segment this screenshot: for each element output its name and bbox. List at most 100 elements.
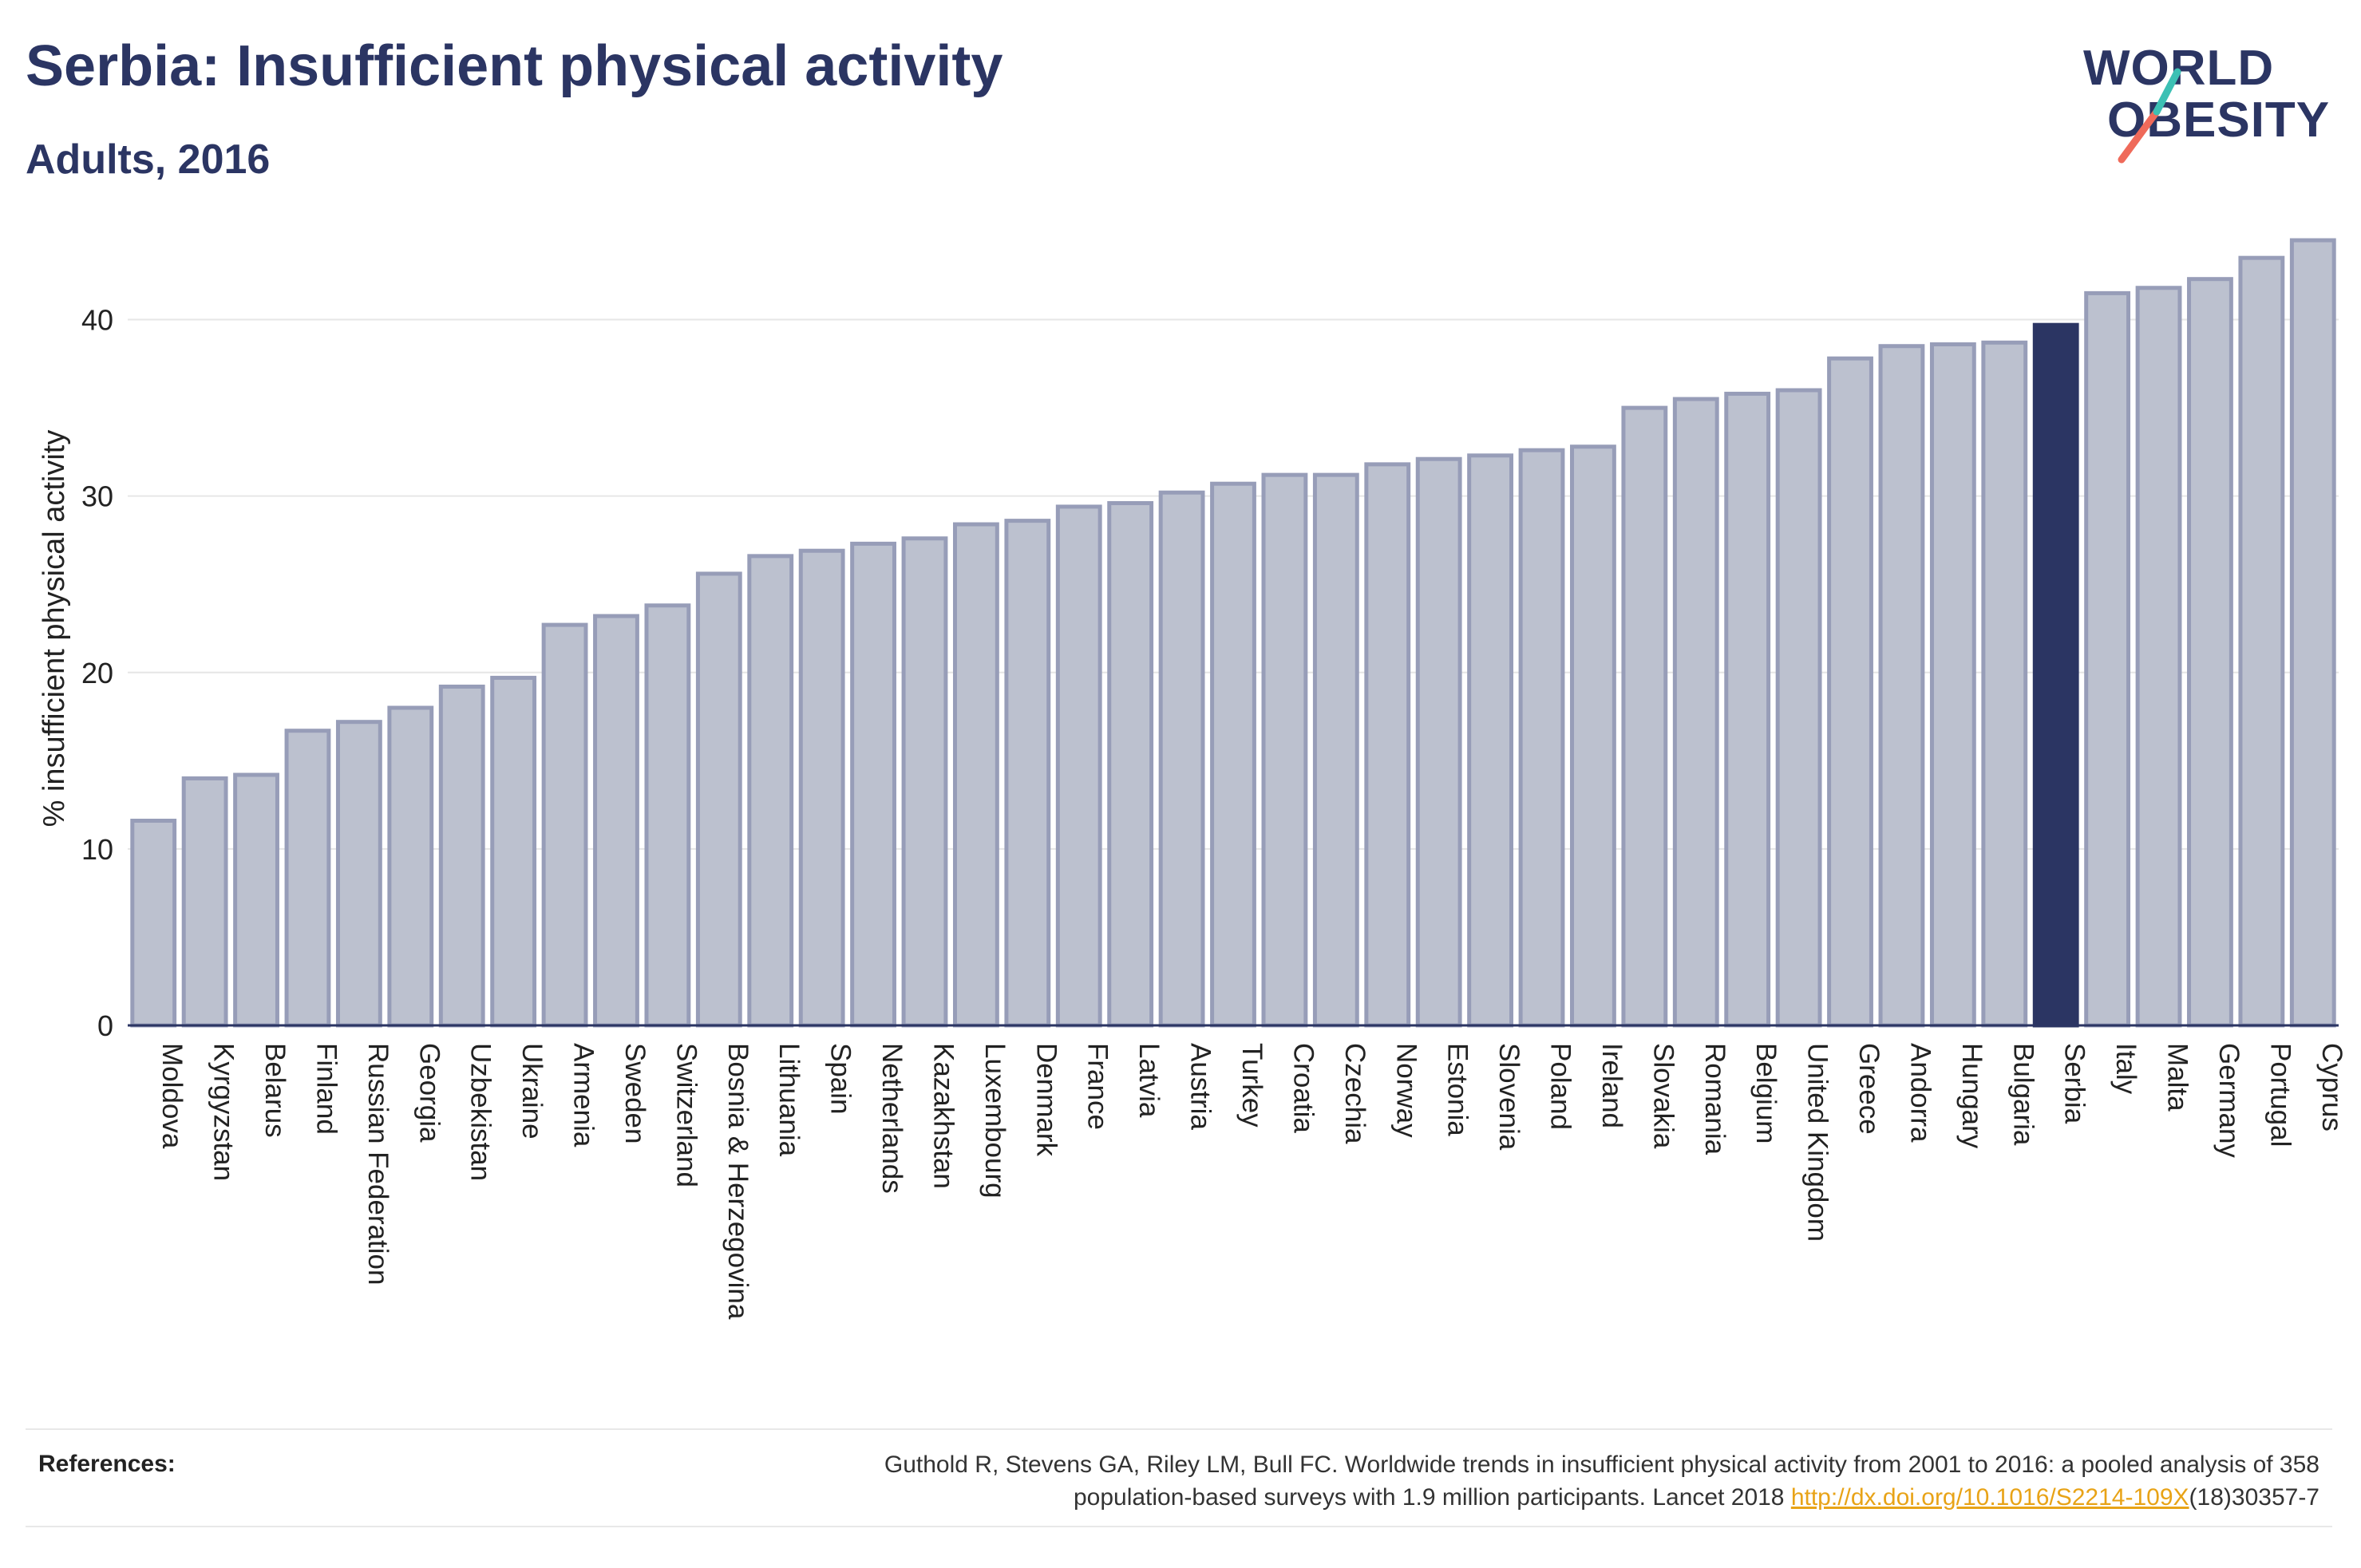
bar-latvia [1107,501,1154,1028]
bar-chart: 0 10 20 30 40 Moldova Kyrgyzstan Belarus Finland… [38,238,2347,1320]
page-subtitle: Adults, 2016 [26,136,271,183]
x-tick-label: Italy [2110,1043,2142,1095]
bar-armenia [541,622,588,1028]
doi-link[interactable]: http://dx.doi.org/10.1016/S2214-109X [1790,1483,2189,1511]
bar-austria [1158,490,1205,1028]
references-text: Guthold R, Stevens GA, Riley LM, Bull FC… [484,1449,2319,1514]
bar-czechia [1312,472,1359,1028]
x-tick-label: Slovenia [1493,1043,1525,1151]
x-tick-label: Finland [310,1043,342,1135]
y-tick-label: 10 [81,833,113,866]
x-tick-label: Ireland [1596,1043,1627,1128]
x-tick-label: Moldova [156,1043,188,1149]
logo-line-1: WORLD [2083,41,2275,96]
bar-germany [2187,277,2233,1028]
x-tick-label: Croatia [1287,1043,1319,1133]
x-tick-label: Lithuania [773,1043,805,1157]
bar-russian-federation [335,720,382,1028]
bar-malta [2135,286,2182,1028]
bar-ukraine [490,675,537,1028]
x-tick-label: Slovakia [1647,1043,1679,1149]
x-tick-label: Turkey [1236,1043,1268,1128]
x-tick-label: Denmark [1030,1043,1062,1156]
x-tick-label: Germany [2213,1043,2244,1158]
x-tick-label: Portugal [2264,1043,2296,1147]
logo-line-2: OBESITY [2107,93,2331,148]
bar-bulgaria [1981,340,2028,1028]
x-tick-label: United Kingdom [1802,1043,1833,1242]
x-tick-label: Uzbekistan [465,1043,496,1181]
x-tick-label: Cyprus [2316,1043,2347,1132]
bar-bosnia-herzegovina [695,571,742,1028]
bar-france [1055,504,1102,1028]
x-tick-label: Sweden [619,1043,651,1143]
bar-portugal [2238,255,2285,1028]
x-tick-label: Poland [1545,1043,1576,1130]
x-tick-label: France [1082,1043,1113,1130]
x-tick-label: Russian Federation [362,1043,394,1286]
x-tick-label: Hungary [1956,1043,1987,1149]
bar-luxembourg [952,522,999,1028]
bar-norway [1364,462,1411,1028]
y-tick-label: 30 [81,480,113,513]
bar-georgia [387,705,434,1028]
bar-romania [1672,397,1719,1028]
bar-kazakhstan [901,536,948,1028]
x-tick-label: Latvia [1133,1043,1165,1118]
x-tick-label: Netherlands [876,1043,908,1194]
bar-spain [798,548,845,1028]
x-tick-label: Belarus [259,1043,291,1138]
bar-belarus [233,772,279,1028]
bar-croatia [1261,472,1308,1028]
x-tick-label: Luxembourg [979,1043,1010,1199]
bar-united-kingdom [1775,388,1822,1028]
x-tick-label: Bosnia & Herzegovina [722,1043,753,1320]
x-tick-label: Kyrgyzstan [208,1043,239,1181]
reference-line-2-suffix: (18)30357-7 [2189,1483,2319,1511]
x-tick-label: Romania [1699,1043,1730,1155]
x-tick-label: Andorra [1904,1043,1936,1143]
bar-sweden [593,614,639,1028]
x-tick-label: Belgium [1750,1043,1782,1143]
bar-switzerland [644,603,691,1028]
x-tick-label: Malta [2162,1043,2193,1112]
bar-slovakia [1621,405,1668,1028]
x-tick-label: Armenia [568,1043,599,1147]
page-title: Serbia: Insufficient physical activity [26,34,1003,98]
x-tick-label: Czechia [1339,1043,1370,1144]
logo-slash-icon [2118,68,2181,164]
bar-hungary [1929,342,1976,1028]
x-tick-label: Estonia [1442,1043,1473,1136]
bar-turkey [1210,481,1256,1028]
references-label: References: [38,1451,176,1477]
y-tick-label: 0 [97,1009,113,1042]
bar-serbia [2032,322,2079,1028]
bar-poland [1518,448,1565,1028]
axes: 0 10 20 30 40 Moldova Kyrgyzstan Belarus Finland… [81,304,2347,1320]
x-tick-label: Kazakhstan [927,1043,959,1189]
x-tick-label: Greece [1853,1043,1884,1135]
bar-estonia [1415,456,1462,1028]
bar-cyprus [2289,238,2336,1028]
x-tick-label: Norway [1390,1043,1422,1138]
x-tick-label: Ukraine [516,1043,548,1139]
x-tick-label: Switzerland [670,1043,702,1187]
bar-netherlands [850,541,896,1028]
reference-line-2-prefix: population-based surveys with 1.9 millio… [1073,1483,1791,1511]
x-tick-label: Bulgaria [2007,1043,2039,1146]
bar-kyrgyzstan [181,776,228,1028]
bar-ireland [1570,444,1616,1028]
bar-moldova [130,819,177,1028]
reference-line-1: Guthold R, Stevens GA, Riley LM, Bull FC… [884,1451,2319,1478]
references-section: References: Guthold R, Stevens GA, Riley… [26,1428,2332,1527]
bar-italy [2084,290,2131,1028]
y-tick-label: 40 [81,304,113,337]
world-obesity-logo: WORLD OBESITY [2083,40,2347,168]
x-tick-label: Austria [1185,1043,1216,1130]
x-tick-label: Georgia [413,1043,445,1143]
bar-greece [1827,356,1873,1028]
bar-lithuania [747,554,794,1028]
bar-finland [284,729,331,1028]
y-axis-label: % insufficient physical activity [38,430,71,827]
bar-slovenia [1467,453,1514,1028]
